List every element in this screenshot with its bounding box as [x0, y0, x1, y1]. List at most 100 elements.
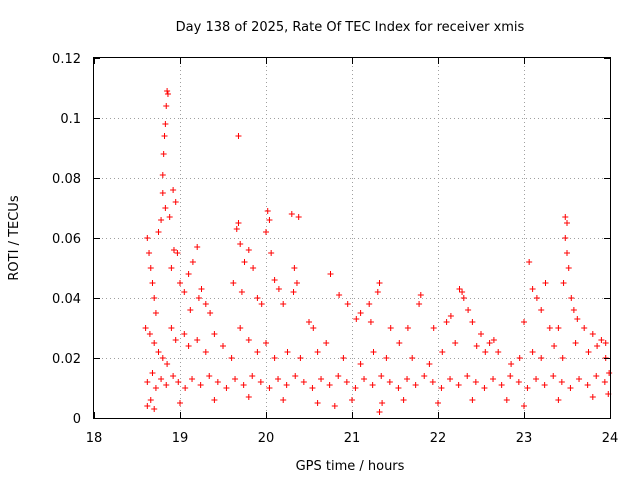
data-point — [220, 343, 226, 349]
data-point — [521, 403, 527, 409]
data-point — [254, 349, 261, 355]
data-point — [336, 292, 343, 298]
data-point — [570, 307, 577, 313]
x-tick-label: 22 — [430, 431, 447, 446]
data-point — [481, 385, 488, 391]
data-point — [237, 241, 244, 247]
data-point — [175, 379, 182, 385]
data-point — [589, 394, 596, 400]
data-point — [357, 310, 364, 316]
data-point — [158, 217, 165, 223]
data-point — [168, 265, 175, 271]
data-point — [245, 394, 252, 400]
data-point — [194, 244, 201, 250]
data-point — [155, 229, 162, 235]
data-point — [361, 376, 368, 382]
data-point — [429, 379, 436, 385]
data-point — [426, 361, 433, 367]
data-point — [152, 310, 159, 316]
data-point — [197, 382, 204, 388]
data-point — [182, 385, 189, 391]
data-point — [366, 301, 373, 307]
data-point — [486, 340, 493, 346]
data-point — [170, 187, 177, 193]
data-point — [292, 373, 299, 379]
data-point — [455, 382, 462, 388]
data-point — [568, 295, 575, 301]
data-point — [266, 217, 273, 223]
data-point — [233, 226, 240, 232]
data-point — [524, 385, 531, 391]
data-point — [280, 301, 287, 307]
data-point — [521, 319, 527, 325]
data-point — [606, 370, 613, 376]
data-point — [149, 370, 156, 376]
data-point — [412, 382, 419, 388]
data-point — [258, 301, 265, 307]
data-point — [562, 235, 569, 241]
data-points — [142, 88, 613, 415]
data-point — [323, 340, 330, 346]
data-point — [144, 403, 151, 409]
data-point — [297, 355, 304, 361]
data-point — [572, 340, 579, 346]
data-point — [551, 343, 558, 349]
y-tick-label: 0.1 — [60, 112, 81, 127]
data-point — [245, 337, 252, 343]
data-point — [343, 379, 350, 385]
data-point — [353, 316, 360, 322]
data-point — [174, 250, 181, 256]
data-point — [185, 271, 192, 277]
x-tick-label: 23 — [516, 431, 533, 446]
data-point — [421, 373, 428, 379]
data-point — [383, 355, 390, 361]
data-point — [352, 385, 359, 391]
data-point — [151, 340, 158, 346]
data-point — [326, 382, 333, 388]
y-tick-label: 0.04 — [52, 292, 81, 307]
data-point — [164, 91, 171, 97]
data-point — [439, 349, 446, 355]
data-point — [409, 355, 416, 361]
data-point — [264, 208, 271, 214]
data-point — [291, 265, 298, 271]
data-point — [335, 373, 342, 379]
data-point — [469, 397, 476, 403]
data-point — [404, 376, 411, 382]
data-point — [159, 190, 166, 196]
data-point — [396, 340, 403, 346]
data-point — [376, 280, 383, 286]
data-point — [416, 301, 423, 307]
data-point — [584, 382, 591, 388]
data-point — [146, 250, 153, 256]
data-point — [395, 385, 402, 391]
data-point — [555, 325, 562, 331]
data-point — [266, 385, 273, 391]
data-point — [598, 337, 605, 343]
data-point — [168, 325, 175, 331]
data-point — [151, 406, 158, 412]
data-point — [164, 361, 171, 367]
data-point — [170, 247, 177, 253]
data-point — [574, 316, 581, 322]
data-point — [387, 325, 394, 331]
data-point — [581, 325, 588, 331]
data-point — [263, 340, 269, 346]
data-point — [235, 220, 242, 226]
plot-frame — [93, 57, 611, 419]
data-point — [235, 133, 242, 139]
data-point — [452, 340, 459, 346]
data-point — [456, 286, 463, 292]
data-point — [447, 376, 454, 382]
data-point — [300, 379, 307, 385]
data-point — [515, 379, 522, 385]
data-point — [162, 205, 169, 211]
data-point — [162, 121, 169, 127]
y-tick-label: 0.12 — [52, 52, 81, 67]
x-tick-labels: 18 19 20 21 22 23 24 — [86, 431, 619, 446]
x-tick-label: 21 — [344, 431, 361, 446]
data-point — [237, 325, 244, 331]
data-point — [459, 289, 466, 295]
data-point — [576, 376, 583, 382]
data-point — [161, 133, 168, 139]
